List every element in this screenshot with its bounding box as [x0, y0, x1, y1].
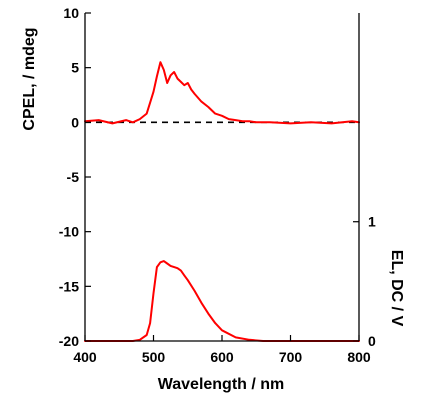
y-right-tick-label: 0: [368, 333, 376, 349]
ticks: [84, 12, 360, 342]
series-lines: [84, 61, 360, 342]
y-left-tick-label: -20: [59, 333, 79, 349]
x-tick-label: 700: [279, 349, 303, 365]
y-left-axis-title: CPEL, / mdeg: [21, 27, 38, 130]
x-axis-title: Wavelength / nm: [158, 376, 285, 393]
y-right-axis-title: EL, DC / V: [388, 250, 405, 327]
x-tick-label: 500: [142, 349, 166, 365]
series-line-cpel: [84, 61, 360, 125]
x-tick-label: 400: [73, 349, 97, 365]
series-line-el: [84, 260, 360, 342]
y-left-tick-label: -10: [59, 224, 79, 240]
y-left-tick-label: 5: [71, 60, 79, 76]
x-tick-label: 600: [210, 349, 234, 365]
y-right-tick-label: 1: [368, 214, 376, 230]
y-left-tick-label: 0: [71, 114, 79, 130]
y-left-tick-label: -15: [59, 278, 79, 294]
x-tick-label: 800: [347, 349, 371, 365]
y-left-tick-label: 10: [63, 5, 79, 21]
y-left-tick-label: -5: [67, 169, 80, 185]
axes: [84, 13, 360, 342]
